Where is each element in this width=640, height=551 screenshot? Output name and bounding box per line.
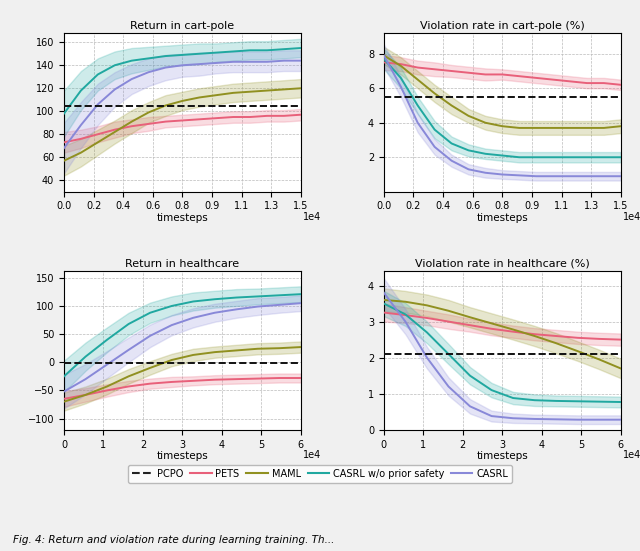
Title: Return in cart-pole: Return in cart-pole — [131, 21, 234, 31]
Text: 1e4: 1e4 — [623, 450, 640, 461]
Legend: PCPO, PETS, MAML, CASRL w/o prior safety, CASRL: PCPO, PETS, MAML, CASRL w/o prior safety… — [128, 465, 512, 483]
Text: 1e4: 1e4 — [303, 450, 321, 461]
X-axis label: timesteps: timesteps — [157, 213, 209, 223]
X-axis label: timesteps: timesteps — [476, 451, 528, 461]
Title: Violation rate in healthcare (%): Violation rate in healthcare (%) — [415, 259, 589, 269]
Title: Return in healthcare: Return in healthcare — [125, 259, 239, 269]
Text: 1e4: 1e4 — [303, 212, 321, 223]
X-axis label: timesteps: timesteps — [476, 213, 528, 223]
X-axis label: timesteps: timesteps — [157, 451, 209, 461]
Title: Violation rate in cart-pole (%): Violation rate in cart-pole (%) — [420, 21, 585, 31]
Text: 1e4: 1e4 — [623, 212, 640, 223]
Text: Fig. 4: Return and violation rate during learning training. Th...: Fig. 4: Return and violation rate during… — [13, 536, 334, 545]
